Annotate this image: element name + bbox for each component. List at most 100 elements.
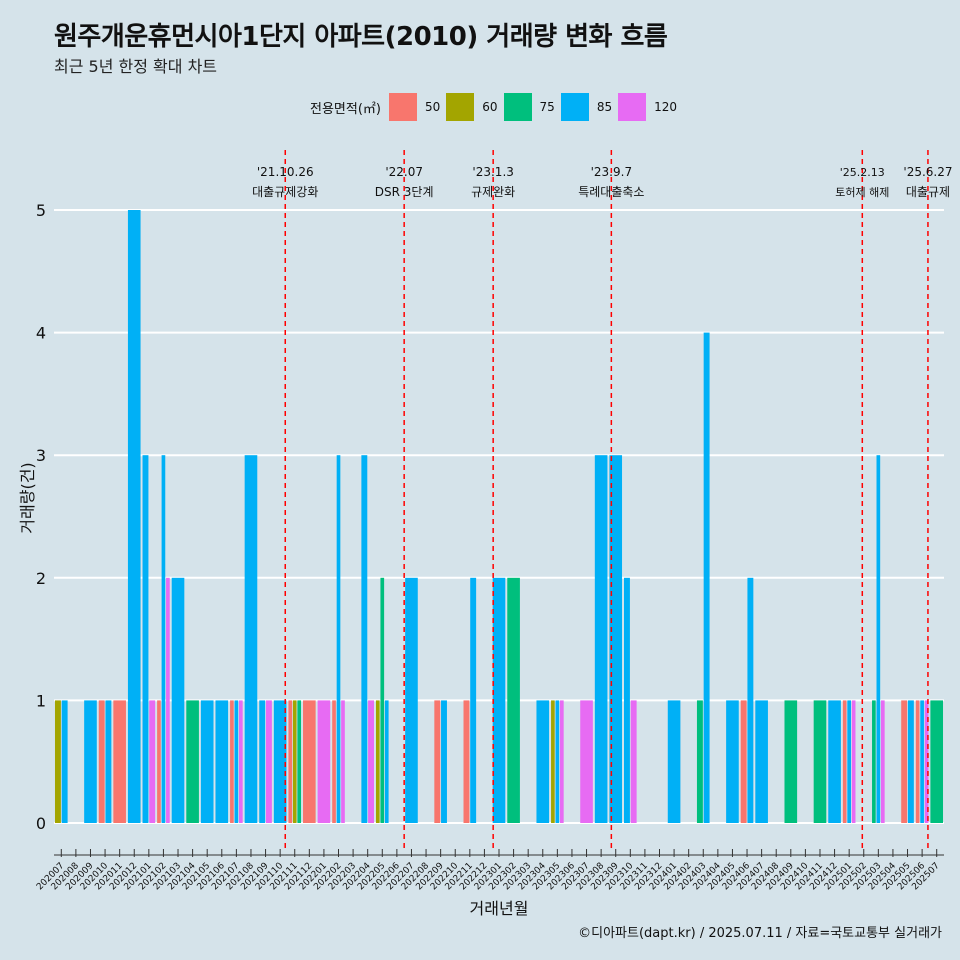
legend-item-50: 50 bbox=[388, 93, 441, 121]
legend-item-120: 120 bbox=[618, 93, 677, 121]
bar-202505-50 bbox=[901, 700, 908, 823]
bar-202202-120 bbox=[341, 700, 345, 823]
bar-202009-85 bbox=[84, 700, 97, 823]
event-label-5: 대출규제 bbox=[906, 185, 950, 199]
bar-202010-85 bbox=[105, 700, 112, 823]
event-label-0: 대출규제강화 bbox=[252, 185, 318, 199]
bar-202012-85 bbox=[127, 210, 141, 823]
bar-202406-50 bbox=[740, 700, 747, 823]
event-date-4: '25.2.13 bbox=[840, 166, 885, 179]
legend-title: 전용면적(㎡) bbox=[310, 101, 381, 117]
bar-202506-50 bbox=[915, 700, 920, 823]
bar-202406-85 bbox=[747, 577, 754, 823]
bar-202205-85 bbox=[384, 700, 389, 823]
bar-202305-85 bbox=[555, 700, 560, 823]
bar-202505-85 bbox=[907, 700, 914, 823]
bar-202503-85 bbox=[876, 455, 881, 823]
bar-202103-85 bbox=[171, 577, 185, 823]
bar-202309-85 bbox=[609, 455, 623, 823]
event-date-0: '21.10.26 bbox=[257, 165, 314, 179]
source-caption: ©디아파트(dapt.kr) / 2025.07.11 / 자료=국토교통부 실… bbox=[578, 926, 942, 941]
bar-202202-85 bbox=[336, 455, 341, 823]
y-tick-label-1: 1 bbox=[36, 691, 46, 710]
bar-202407-85 bbox=[755, 700, 768, 823]
bar-202211-85 bbox=[470, 577, 477, 823]
event-label-1: DSR 3단계 bbox=[375, 185, 434, 199]
bar-202403-85 bbox=[703, 332, 710, 823]
legend-label-120: 120 bbox=[654, 100, 678, 114]
bar-202209-50 bbox=[434, 700, 441, 823]
bar-202202-50 bbox=[332, 700, 336, 823]
bar-202109-120 bbox=[265, 700, 272, 823]
legend-key-50 bbox=[388, 93, 417, 121]
x-axis-title: 거래년월 bbox=[470, 899, 529, 918]
bar-202304-85 bbox=[536, 700, 550, 823]
bar-202205-60 bbox=[375, 700, 380, 823]
legend-key-120 bbox=[618, 93, 647, 121]
bar-202111-60 bbox=[292, 700, 297, 823]
bar-202501-85 bbox=[847, 700, 852, 823]
bar-202007-85 bbox=[61, 700, 68, 823]
bar-202501-50 bbox=[842, 700, 847, 823]
bar-202101-120 bbox=[149, 700, 156, 823]
bar-202209-85 bbox=[441, 700, 447, 823]
bar-202403-75 bbox=[696, 700, 703, 823]
bar-202204-120 bbox=[368, 700, 374, 823]
event-label-4: 토허제 해제 bbox=[835, 185, 889, 199]
legend-label-60: 60 bbox=[482, 100, 498, 114]
bar-202104-75 bbox=[186, 700, 199, 823]
bar-202207-85 bbox=[405, 577, 418, 823]
event-date-5: '25.6.27 bbox=[903, 165, 952, 179]
bar-202007-60 bbox=[54, 700, 61, 823]
bar-202106-85 bbox=[215, 700, 229, 823]
bar-202110-85 bbox=[273, 700, 287, 823]
chart-subtitle: 최근 5년 한정 확대 차트 bbox=[54, 57, 218, 76]
bar-202503-120 bbox=[880, 700, 885, 823]
bar-202107-50 bbox=[230, 700, 234, 823]
bar-202305-120 bbox=[559, 700, 564, 823]
y-tick-label-3: 3 bbox=[36, 446, 46, 465]
bar-202011-50 bbox=[113, 700, 126, 823]
bar-202111-50 bbox=[288, 700, 293, 823]
bar-202308-85 bbox=[594, 455, 608, 823]
bar-202205-75 bbox=[380, 577, 385, 823]
bar-202503-75 bbox=[872, 700, 876, 823]
bar-202310-120 bbox=[630, 700, 637, 823]
y-tick-label-2: 2 bbox=[36, 569, 46, 588]
bar-202507-75 bbox=[930, 700, 944, 823]
bar-202409-75 bbox=[784, 700, 798, 823]
bar-202010-50 bbox=[98, 700, 105, 823]
bar-202107-85 bbox=[234, 700, 239, 823]
bar-202107-120 bbox=[239, 700, 243, 823]
legend-item-85: 85 bbox=[560, 93, 612, 121]
legend-item-75: 75 bbox=[503, 93, 555, 121]
chart-title: 원주개운휴먼시아1단지 아파트(2010) 거래량 변화 흐름 bbox=[54, 22, 668, 52]
bar-202201-120 bbox=[317, 700, 331, 823]
bar-202412-85 bbox=[828, 700, 841, 823]
event-label-3: 특례대출축소 bbox=[578, 185, 644, 199]
bar-202310-85 bbox=[624, 577, 630, 823]
bar-202302-75 bbox=[507, 577, 520, 823]
bar-202101-85 bbox=[142, 455, 149, 823]
bar-202112-50 bbox=[303, 700, 316, 823]
y-tick-label-5: 5 bbox=[36, 201, 46, 220]
bar-202305-60 bbox=[551, 700, 555, 823]
legend-key-60 bbox=[446, 93, 475, 121]
y-tick-label-0: 0 bbox=[36, 814, 46, 833]
bar-202405-85 bbox=[726, 700, 739, 823]
bar-202102-120 bbox=[166, 577, 170, 823]
bar-202401-85 bbox=[667, 700, 681, 823]
y-tick-label-4: 4 bbox=[36, 324, 46, 343]
legend-key-75 bbox=[503, 93, 532, 121]
bar-202506-85 bbox=[920, 700, 924, 823]
legend-key-85 bbox=[560, 93, 589, 121]
bar-202108-85 bbox=[244, 455, 258, 823]
bar-202109-85 bbox=[259, 700, 266, 823]
bar-202307-120 bbox=[580, 700, 593, 823]
event-date-3: '23.9.7 bbox=[591, 165, 632, 179]
event-label-2: 규제완화 bbox=[471, 185, 515, 199]
legend-item-60: 60 bbox=[446, 93, 498, 121]
legend: 전용면적(㎡) 50 60 75 85 120 bbox=[310, 93, 683, 121]
legend-label-50: 50 bbox=[424, 100, 441, 114]
